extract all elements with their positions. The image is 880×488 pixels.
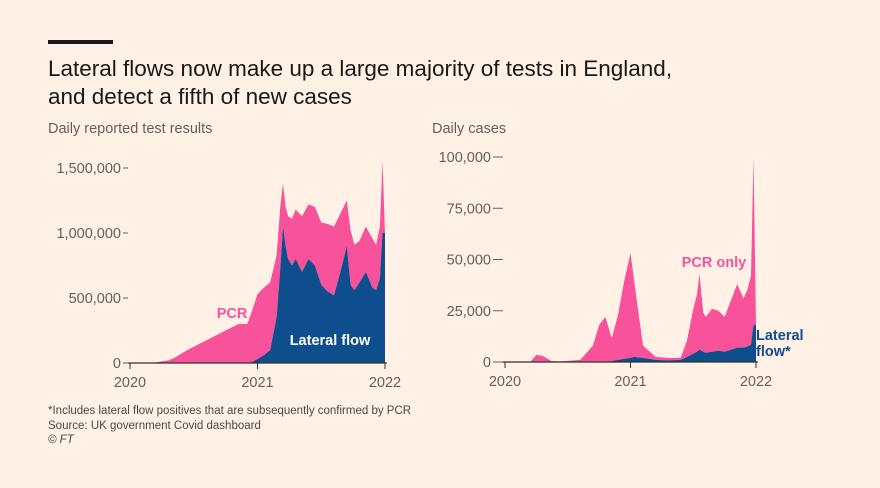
- tests-pcr-area: [130, 161, 385, 363]
- test-results-chart: 0 500,000 1,000,000 1,500,000 2020 2021 2022 PC…: [56, 161, 401, 391]
- cases-x-tick-label: 2021: [614, 374, 646, 390]
- headline: Lateral flows now make up a large majori…: [48, 55, 748, 111]
- cases-annotation: Lateral: [756, 328, 804, 344]
- tests-x-tick-label: 2020: [114, 375, 146, 391]
- tests-x-tick-label: 2022: [369, 375, 401, 391]
- daily-cases-chart: 0 25,000 50,000 75,000 100,000 2020 2021 2022 PC…: [439, 150, 804, 390]
- tests-y-tick-label: 1,000,000: [56, 226, 121, 242]
- cases-x-tick-label: 2022: [740, 374, 772, 390]
- cases-y-tick-label: 100,000: [439, 150, 491, 166]
- cases-y-tick-label: 0: [483, 355, 491, 371]
- ft-credit: © FT: [48, 434, 74, 446]
- headline-line-1: Lateral flows now make up a large majori…: [48, 56, 673, 81]
- cases-annotation: PCR only: [682, 255, 746, 271]
- cases-annotation: flow*: [756, 344, 791, 360]
- footnote: *Includes lateral flow positives that ar…: [48, 405, 412, 417]
- cases-lateral-flow-area: [505, 325, 756, 362]
- cases-y-tick-label: 50,000: [447, 253, 491, 269]
- cases-x-tick-label: 2020: [489, 374, 521, 390]
- headline-line-2: and detect a fifth of new cases: [48, 84, 352, 109]
- footer: *Includes lateral flow positives that ar…: [48, 404, 411, 448]
- tests-y-tick-label: 0: [113, 356, 121, 372]
- source-note: Source: UK government Covid dashboard: [48, 419, 261, 432]
- test-results-chart-title: Daily reported test results: [48, 121, 213, 137]
- tests-y-tick-label: 1,500,000: [56, 161, 121, 177]
- tests-lateral-flow-area: [130, 226, 385, 363]
- tests-annotation: Lateral flow: [290, 333, 371, 349]
- cases-pcr-area: [505, 157, 756, 362]
- daily-cases-chart-title: Daily cases: [432, 121, 507, 137]
- tests-x-tick-label: 2021: [241, 375, 273, 391]
- tests-annotation: PCR: [217, 306, 248, 322]
- cases-y-tick-label: 25,000: [447, 304, 491, 320]
- headline-rule: [48, 40, 113, 44]
- tests-y-tick-label: 500,000: [69, 291, 121, 307]
- cases-y-tick-label: 75,000: [447, 201, 491, 217]
